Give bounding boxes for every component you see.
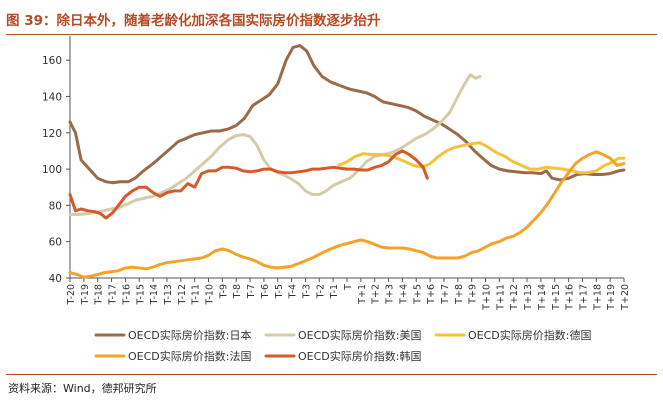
x-tick-label: T+6: [426, 284, 437, 305]
chart-legend: OECD实际房价指数:日本 OECD实际房价指数:美国 OECD实际房价指数:德国 O…: [94, 328, 591, 363]
y-tick-label: 60: [49, 237, 62, 249]
x-tick-label: T-7: [246, 284, 257, 299]
legend-item-1: OECD实际房价指数:美国: [264, 328, 421, 342]
legend-item-4: OECD实际房价指数:韩国: [264, 349, 421, 363]
x-tick-label: T-17: [108, 284, 119, 305]
x-tick-label: T+18: [592, 284, 603, 311]
x-tick-label: T-15: [135, 284, 146, 305]
series-line-4: [68, 149, 429, 220]
x-tick-label: T-18: [94, 284, 105, 305]
x-tick-label: T-19: [80, 284, 91, 305]
x-tick-label: T+16: [565, 284, 576, 311]
x-tick-label: T+11: [495, 284, 506, 311]
x-tick-label: T+15: [551, 284, 562, 311]
title-divider: [6, 34, 657, 35]
x-tick-label: T+12: [509, 284, 520, 311]
x-tick-label: T+1: [357, 284, 368, 305]
legend-label: OECD实际房价指数:法国: [128, 349, 251, 363]
chart-series: [68, 44, 626, 279]
x-tick-label: T-3: [301, 284, 312, 299]
series-line-2: [337, 141, 626, 175]
series-line-1: [68, 73, 482, 216]
y-tick-label: 100: [42, 164, 62, 176]
x-tick-label: T+7: [440, 284, 451, 305]
y-tick-label: 120: [42, 128, 62, 140]
x-tick-label: T+13: [523, 284, 534, 311]
x-tick-label: T-12: [177, 284, 188, 305]
legend-label: OECD实际房价指数:日本: [128, 328, 251, 342]
x-tick-label: T-10: [205, 284, 216, 305]
x-tick-label: T+5: [412, 284, 423, 305]
x-tick-label: T-1: [329, 284, 340, 299]
x-tick-label: T-8: [232, 284, 243, 299]
x-tick-label: T-13: [163, 284, 174, 305]
x-tick-label: T-16: [121, 284, 132, 305]
x-tick-label: T-20: [66, 284, 77, 305]
x-tick-label: T+8: [454, 284, 465, 305]
x-tick-label: T+17: [578, 284, 589, 311]
x-tick-label: T: [343, 284, 354, 291]
legend-item-2: OECD实际房价指数:德国: [434, 328, 591, 342]
x-tick-label: T+9: [468, 284, 479, 305]
y-tick-label: 160: [42, 55, 62, 67]
x-tick-label: T-14: [149, 284, 160, 305]
x-tick-label: T+20: [620, 284, 631, 311]
source-divider: [6, 374, 657, 375]
source-note: 资料来源：Wind，德邦研究所: [8, 382, 157, 395]
page-title: 图 39：除日本外，随着老龄化加深各国实际房价指数逐步抬升: [6, 13, 381, 29]
legend-label: OECD实际房价指数:美国: [298, 328, 421, 342]
x-tick-label: T-2: [315, 284, 326, 299]
y-tick-label: 80: [49, 200, 62, 212]
x-tick-label: T-4: [288, 284, 299, 299]
x-tick-label: T-11: [191, 284, 202, 305]
y-tick-label: 40: [49, 273, 62, 285]
x-tick-label: T+3: [385, 284, 396, 305]
x-tick-label: T-9: [218, 284, 229, 299]
x-tick-label: T+10: [482, 284, 493, 311]
legend-label: OECD实际房价指数:德国: [468, 328, 591, 342]
x-tick-label: T+19: [606, 284, 617, 311]
x-tick-label: T+4: [398, 284, 409, 305]
legend-item-3: OECD实际房价指数:法国: [94, 349, 251, 363]
legend-label: OECD实际房价指数:韩国: [298, 349, 421, 363]
x-tick-label: T-5: [274, 284, 285, 299]
x-tick-label: T-6: [260, 284, 271, 299]
series-line-0: [68, 44, 626, 185]
x-tick-label: T+14: [537, 284, 548, 311]
y-tick-label: 140: [42, 91, 62, 103]
x-tick-label: T+2: [371, 284, 382, 305]
legend-item-0: OECD实际房价指数:日本: [94, 328, 251, 342]
series-line-3: [68, 150, 626, 279]
